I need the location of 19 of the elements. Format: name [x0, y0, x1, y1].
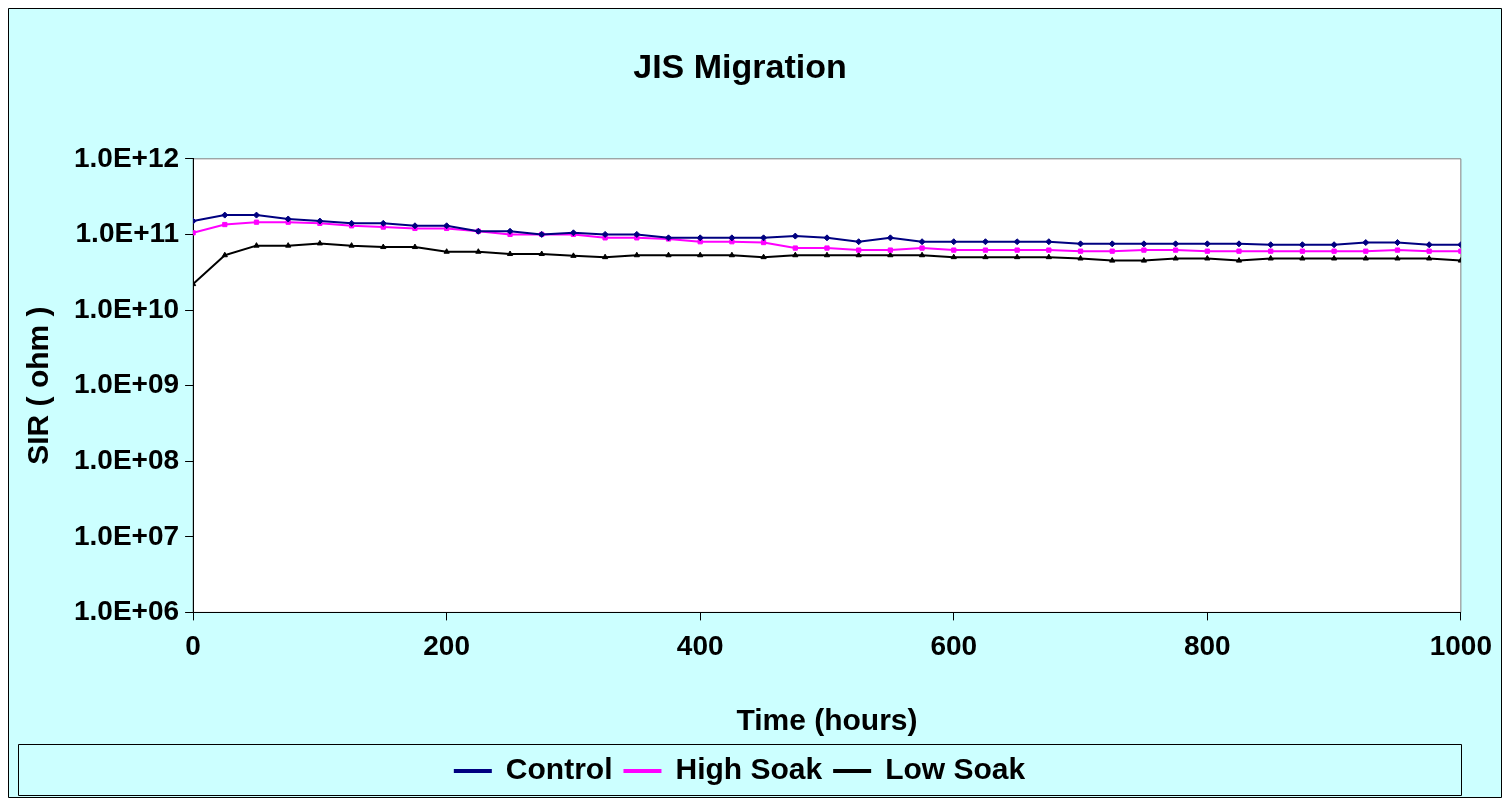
x-tick-label: 400	[676, 629, 724, 661]
x-tick-label: 600	[930, 629, 978, 661]
x-tick-label: 1000	[1429, 629, 1492, 661]
y-tick-label: 1.0E+08	[73, 443, 180, 475]
chart-title: JIS Migration	[633, 46, 847, 85]
x-tick-label: 200	[423, 629, 471, 661]
y-tick-label: 1.0E+07	[73, 519, 180, 551]
legend-label: Control	[505, 752, 613, 786]
y-tick-label: 1.0E+12	[73, 141, 180, 173]
legend-label: High Soak	[675, 752, 823, 786]
y-tick-label: 1.0E+11	[75, 217, 180, 249]
x-tick-label: 800	[1183, 629, 1231, 661]
x-tick-label: 0	[185, 629, 201, 661]
y-axis-title: SIR ( ohm )	[21, 306, 55, 465]
y-tick-label: 1.0E+10	[73, 292, 180, 324]
y-tick-label: 1.0E+06	[73, 595, 180, 627]
x-axis-title: Time (hours)	[736, 703, 918, 737]
legend-label: Low Soak	[885, 752, 1026, 786]
y-tick-label: 1.0E+09	[73, 368, 180, 400]
